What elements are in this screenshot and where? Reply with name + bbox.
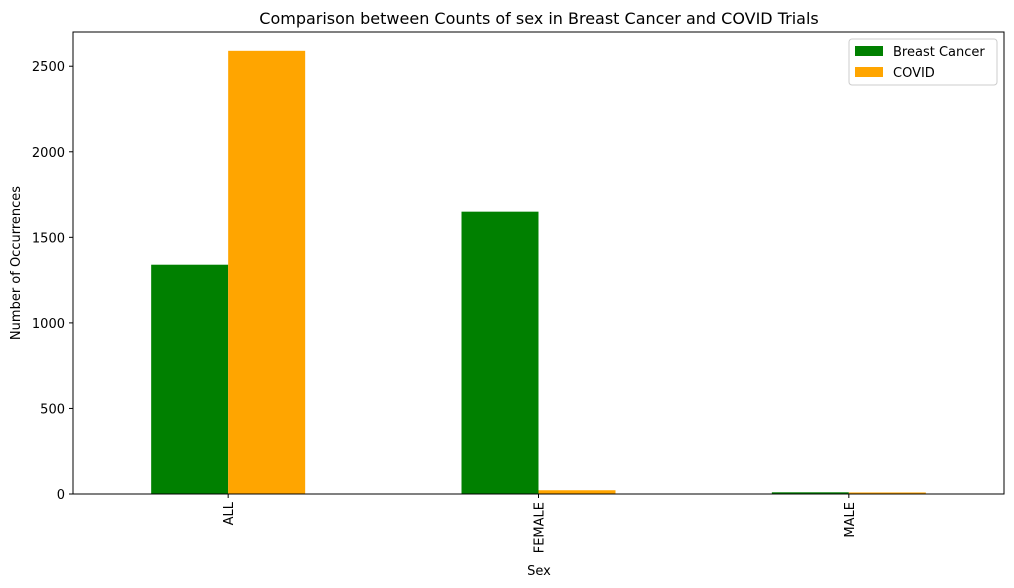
bar-covid-female xyxy=(538,490,616,494)
bar-covid-male xyxy=(848,492,926,494)
legend-swatch-covid xyxy=(855,67,883,77)
legend-label-covid: COVID xyxy=(893,66,935,81)
bar-breast-cancer-all xyxy=(151,264,229,494)
legend-box xyxy=(848,38,998,86)
x-axis-title: Sex xyxy=(527,564,551,579)
bars-group xyxy=(151,50,926,494)
y-tick-label: 0 xyxy=(57,488,65,503)
bar-breast-cancer-female xyxy=(461,211,539,494)
y-axis: 0 500 1000 1500 2000 2500 xyxy=(32,60,73,503)
bar-covid-all xyxy=(228,50,306,494)
y-tick-label: 2000 xyxy=(32,146,65,161)
x-tick-label-female: FEMALE xyxy=(533,502,548,553)
y-tick-label: 2500 xyxy=(32,60,65,75)
legend-swatch-breast-cancer xyxy=(855,46,883,56)
y-axis-title: Number of Occurrences xyxy=(9,186,24,340)
y-tick-label: 500 xyxy=(40,402,65,417)
bar-breast-cancer-male xyxy=(771,492,849,494)
y-tick-label: 1000 xyxy=(32,317,65,332)
y-tick-label: 1500 xyxy=(32,231,65,246)
legend-label-breast-cancer: Breast Cancer xyxy=(893,45,985,60)
x-tick-label-all: ALL xyxy=(222,501,237,525)
legend: Breast Cancer COVID xyxy=(848,38,998,86)
chart-title: Comparison between Counts of sex in Brea… xyxy=(259,9,818,28)
x-axis: ALL FEMALE MALE xyxy=(222,494,858,553)
x-tick-label-male: MALE xyxy=(843,502,858,538)
